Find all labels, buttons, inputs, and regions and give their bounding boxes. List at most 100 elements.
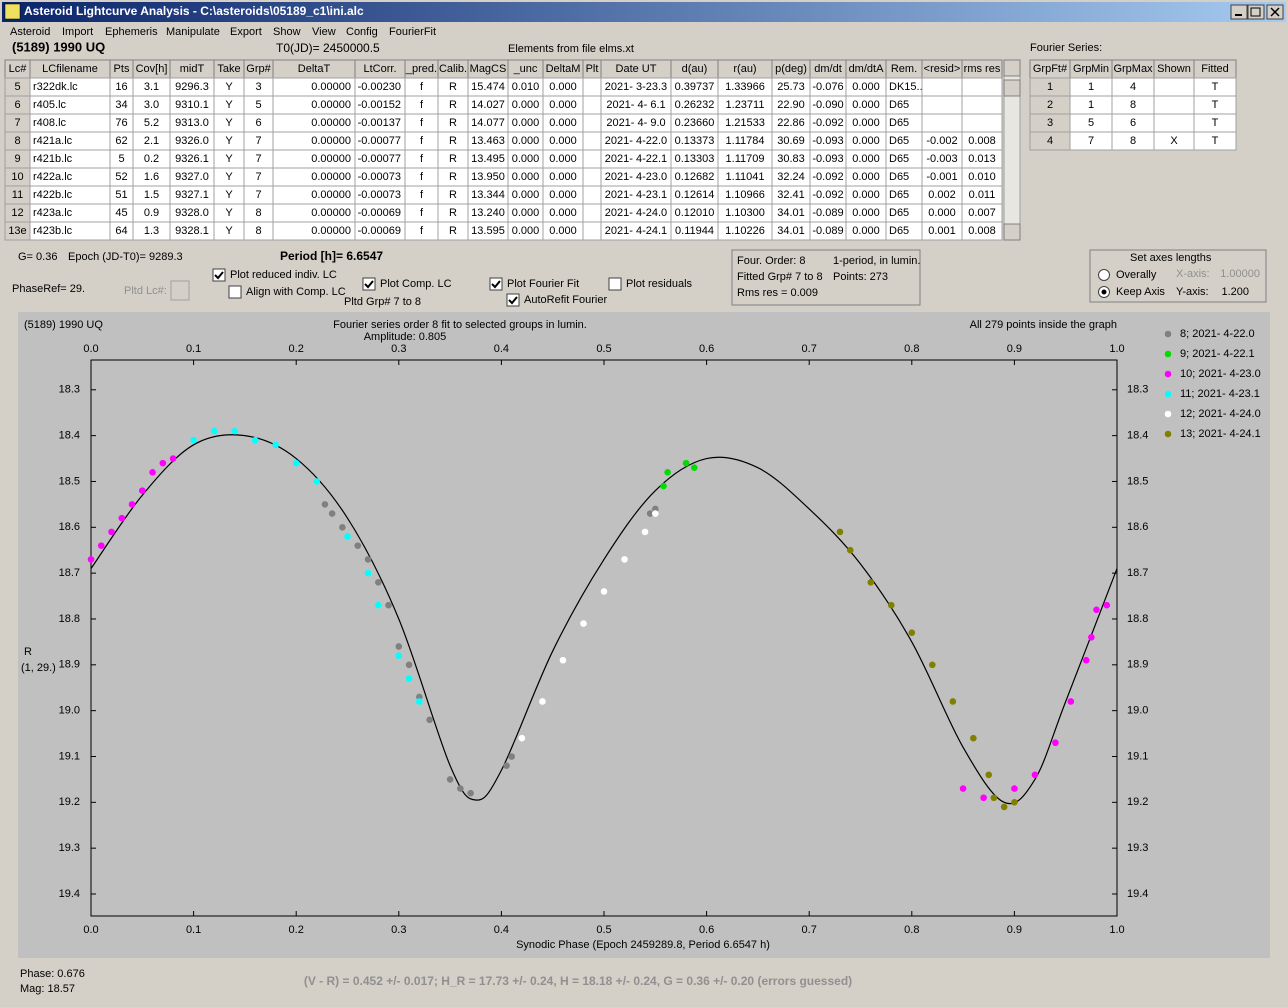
column-header: Cov[h]: [136, 63, 168, 75]
spin-button[interactable]: [170, 280, 190, 301]
x-tick-label: 0.6: [699, 924, 714, 936]
data-point: [364, 569, 372, 577]
cell-text: X: [1170, 135, 1178, 147]
info-text: Fitted Grp# 7 to 8: [737, 271, 823, 283]
table-cell[interactable]: [1153, 77, 1195, 97]
y-axis-title: R: [24, 646, 32, 658]
legend-marker: [1164, 390, 1172, 398]
data-point: [87, 556, 95, 563]
table-cell[interactable]: [961, 95, 1003, 115]
menu-item[interactable]: Export: [230, 26, 262, 38]
phaseref-value: PhaseRef= 29.: [12, 283, 85, 295]
column-header: _pred.: [405, 63, 437, 75]
checkbox[interactable]: [608, 277, 622, 291]
table-cell[interactable]: [582, 77, 602, 97]
maximize-button[interactable]: [1247, 4, 1265, 20]
checkbox[interactable]: [506, 293, 520, 307]
data-point: [600, 588, 608, 595]
data-point: [929, 661, 936, 669]
table-cell[interactable]: [1153, 113, 1195, 133]
data-point: [1011, 799, 1018, 806]
column-header: GrpMax: [1113, 63, 1153, 75]
scroll-down[interactable]: [1003, 223, 1021, 241]
table-cell[interactable]: [582, 221, 602, 241]
cell-text: 0.000: [512, 135, 540, 147]
data-point: [985, 771, 993, 779]
checkbox-label[interactable]: Plot reduced indiv. LC: [230, 269, 337, 281]
column-header: Fitted: [1201, 63, 1229, 75]
cell-text: r422b.lc: [33, 189, 73, 201]
table-cell[interactable]: [582, 185, 602, 205]
check-mark: [508, 296, 518, 305]
table-cell[interactable]: [582, 149, 602, 169]
scroll-thumb[interactable]: [1003, 79, 1021, 97]
menu-item[interactable]: Import: [62, 26, 93, 38]
cell-text: 2.1: [144, 135, 159, 147]
table-cell[interactable]: [1153, 95, 1195, 115]
menu-item[interactable]: Asteroid: [10, 26, 50, 38]
cell-text: 1.11784: [726, 135, 765, 147]
cell-text: r421a.lc: [33, 135, 73, 147]
cell-text: 0.010: [512, 81, 540, 93]
checkbox-label[interactable]: AutoRefit Fourier: [524, 294, 607, 306]
table-cell[interactable]: [582, 167, 602, 187]
radio-label[interactable]: Overally: [1116, 269, 1157, 281]
row-number: 7: [14, 117, 20, 129]
table-cell[interactable]: [961, 77, 1003, 97]
cell-text: r322dk.lc: [33, 81, 78, 93]
cell-text: 0.000: [512, 99, 540, 111]
menu-item[interactable]: Manipulate: [166, 26, 220, 38]
column-header: midT: [180, 63, 205, 75]
checkbox-label[interactable]: Align with Comp. LC: [246, 286, 346, 298]
window-buttons[interactable]: [1230, 4, 1284, 20]
table-cell[interactable]: [582, 203, 602, 223]
radio[interactable]: [1098, 269, 1110, 281]
table-cell[interactable]: [582, 113, 602, 133]
data-point: [426, 716, 433, 724]
cell-text: 13.595: [471, 225, 505, 237]
data-point: [97, 542, 105, 549]
cell-text: -0.089: [812, 225, 843, 237]
object-name: (5189) 1990 UQ: [12, 39, 105, 54]
table-cell[interactable]: [921, 77, 963, 97]
fourier-fit: [90, 434, 1118, 805]
legend-label: 12; 2021- 4-24.0: [1180, 408, 1261, 420]
checkbox[interactable]: [489, 277, 503, 291]
table-cell[interactable]: [961, 221, 1003, 241]
cell-text: 1.21533: [725, 117, 765, 129]
cell-text: 3.1: [144, 81, 159, 93]
chart-subtitle: Amplitude: 0.805: [364, 331, 447, 343]
table-cell[interactable]: [582, 131, 602, 151]
radio-label[interactable]: Keep Axis: [1116, 286, 1165, 298]
table-cell[interactable]: [961, 113, 1003, 133]
table-cell[interactable]: [921, 95, 963, 115]
table-cell[interactable]: [1193, 131, 1237, 151]
menu-item[interactable]: Ephemeris: [105, 26, 158, 38]
checkbox[interactable]: [212, 268, 226, 282]
menu-item[interactable]: Config: [346, 26, 378, 38]
minimize-button[interactable]: [1230, 4, 1248, 20]
checkbox-label[interactable]: Plot residuals: [626, 278, 693, 290]
checkbox-label[interactable]: Plot Comp. LC: [380, 278, 452, 290]
cell-text: R: [449, 189, 457, 201]
cell-text: f: [420, 189, 424, 201]
cell-text: 2021- 4-22.0: [605, 135, 667, 147]
menu-item[interactable]: View: [312, 26, 336, 38]
data-point: [652, 510, 659, 517]
cell-text: T: [1212, 135, 1219, 147]
table-cell[interactable]: [582, 95, 602, 115]
menu-item[interactable]: FourierFit: [389, 26, 436, 38]
info-text: Points: 273: [833, 271, 888, 283]
checkbox[interactable]: [228, 285, 242, 299]
checkbox[interactable]: [362, 277, 376, 291]
x-tick-label-top: 0.1: [186, 343, 201, 355]
window-title: Asteroid Lightcurve Analysis - C:\astero…: [24, 4, 364, 18]
table-cell[interactable]: [921, 113, 963, 133]
data-point: [190, 436, 197, 444]
menu-item[interactable]: Show: [273, 26, 301, 38]
y-tick-label: 18.3: [59, 384, 80, 396]
cell-text: 7: [255, 135, 261, 147]
cell-text: 30.83: [777, 153, 805, 165]
scroll-up[interactable]: [1003, 59, 1021, 77]
checkbox-label[interactable]: Plot Fourier Fit: [507, 278, 579, 290]
